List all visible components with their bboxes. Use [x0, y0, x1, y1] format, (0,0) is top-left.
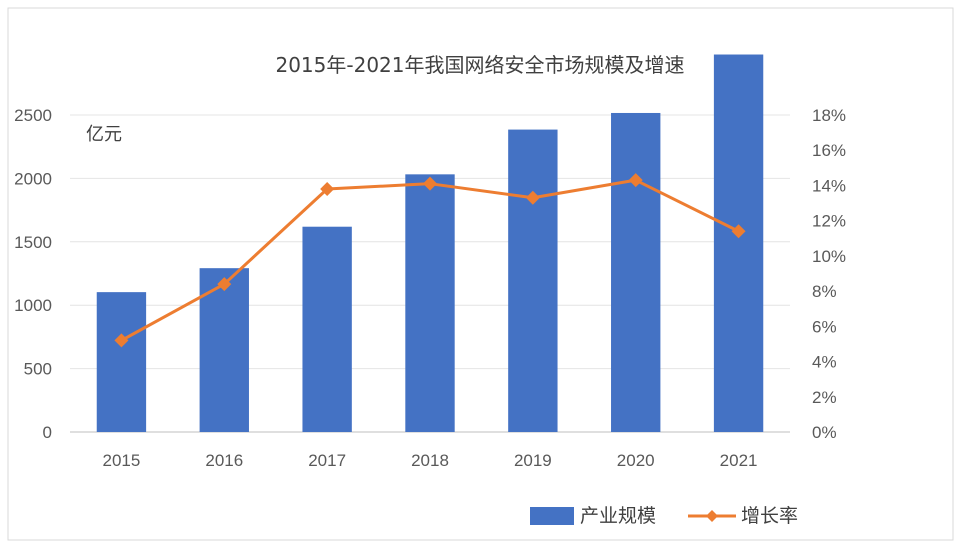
y-right-tick-label: 4%: [812, 353, 837, 372]
y-right-tick-label: 6%: [812, 317, 837, 336]
y-left-tick-label: 500: [24, 360, 52, 379]
legend-swatch-bar: [530, 507, 574, 525]
y-right-tick-label: 18%: [812, 106, 846, 125]
x-tick-label: 2021: [720, 451, 758, 470]
y-left-tick-label: 2500: [14, 106, 52, 125]
bar: [199, 268, 249, 432]
y-left-tick-label: 1000: [14, 296, 52, 315]
y-right-tick-label: 0%: [812, 423, 837, 442]
line-point: [320, 181, 335, 196]
bar: [611, 112, 661, 433]
line-point: [525, 190, 540, 205]
y-right-axis: 0% 2% 4% 6% 8% 10% 12% 14% 16% 18%: [812, 106, 846, 442]
y-right-tick-label: 14%: [812, 176, 846, 195]
legend-swatch-marker: [706, 510, 718, 522]
x-tick-label: 2016: [205, 451, 243, 470]
line-point: [731, 224, 746, 239]
legend: 产业规模 增长率: [530, 505, 798, 527]
x-tick-label: 2019: [514, 451, 552, 470]
y-right-tick-label: 12%: [812, 212, 846, 231]
chart-frame: [7, 7, 954, 541]
x-tick-label: 2018: [411, 451, 449, 470]
bar: [405, 174, 455, 432]
line-point: [628, 173, 643, 188]
line-point: [423, 176, 437, 191]
legend-label-line: 增长率: [741, 505, 798, 527]
line-point: [114, 333, 129, 348]
bar: [302, 226, 352, 432]
y-left-tick-label: 1500: [14, 233, 52, 252]
y-right-tick-label: 16%: [812, 141, 846, 160]
x-tick-label: 2015: [103, 451, 141, 470]
x-axis: 2015 2016 2017 2018 2019 2020 2021: [103, 451, 758, 470]
y-right-tick-label: 8%: [812, 282, 837, 301]
y-left-axis: 0 500 1000 1500 2000 2500: [14, 106, 52, 442]
y-left-tick-label: 2000: [14, 169, 52, 188]
y-right-tick-label: 2%: [812, 388, 837, 407]
legend-label-bar: 产业规模: [580, 505, 656, 527]
y-right-tick-label: 10%: [812, 247, 846, 266]
bar: [96, 292, 147, 432]
y-left-tick-label: 0: [43, 423, 52, 442]
bar: [713, 54, 764, 433]
line-point: [217, 277, 232, 292]
x-tick-label: 2020: [617, 451, 655, 470]
line-series: [114, 173, 746, 348]
y-left-unit: 亿元: [86, 124, 122, 145]
bar: [508, 129, 558, 432]
chart-title: 2015年-2021年我国网络安全市场规模及增速: [275, 53, 684, 77]
x-tick-label: 2017: [308, 451, 346, 470]
bar-series: [96, 54, 764, 433]
